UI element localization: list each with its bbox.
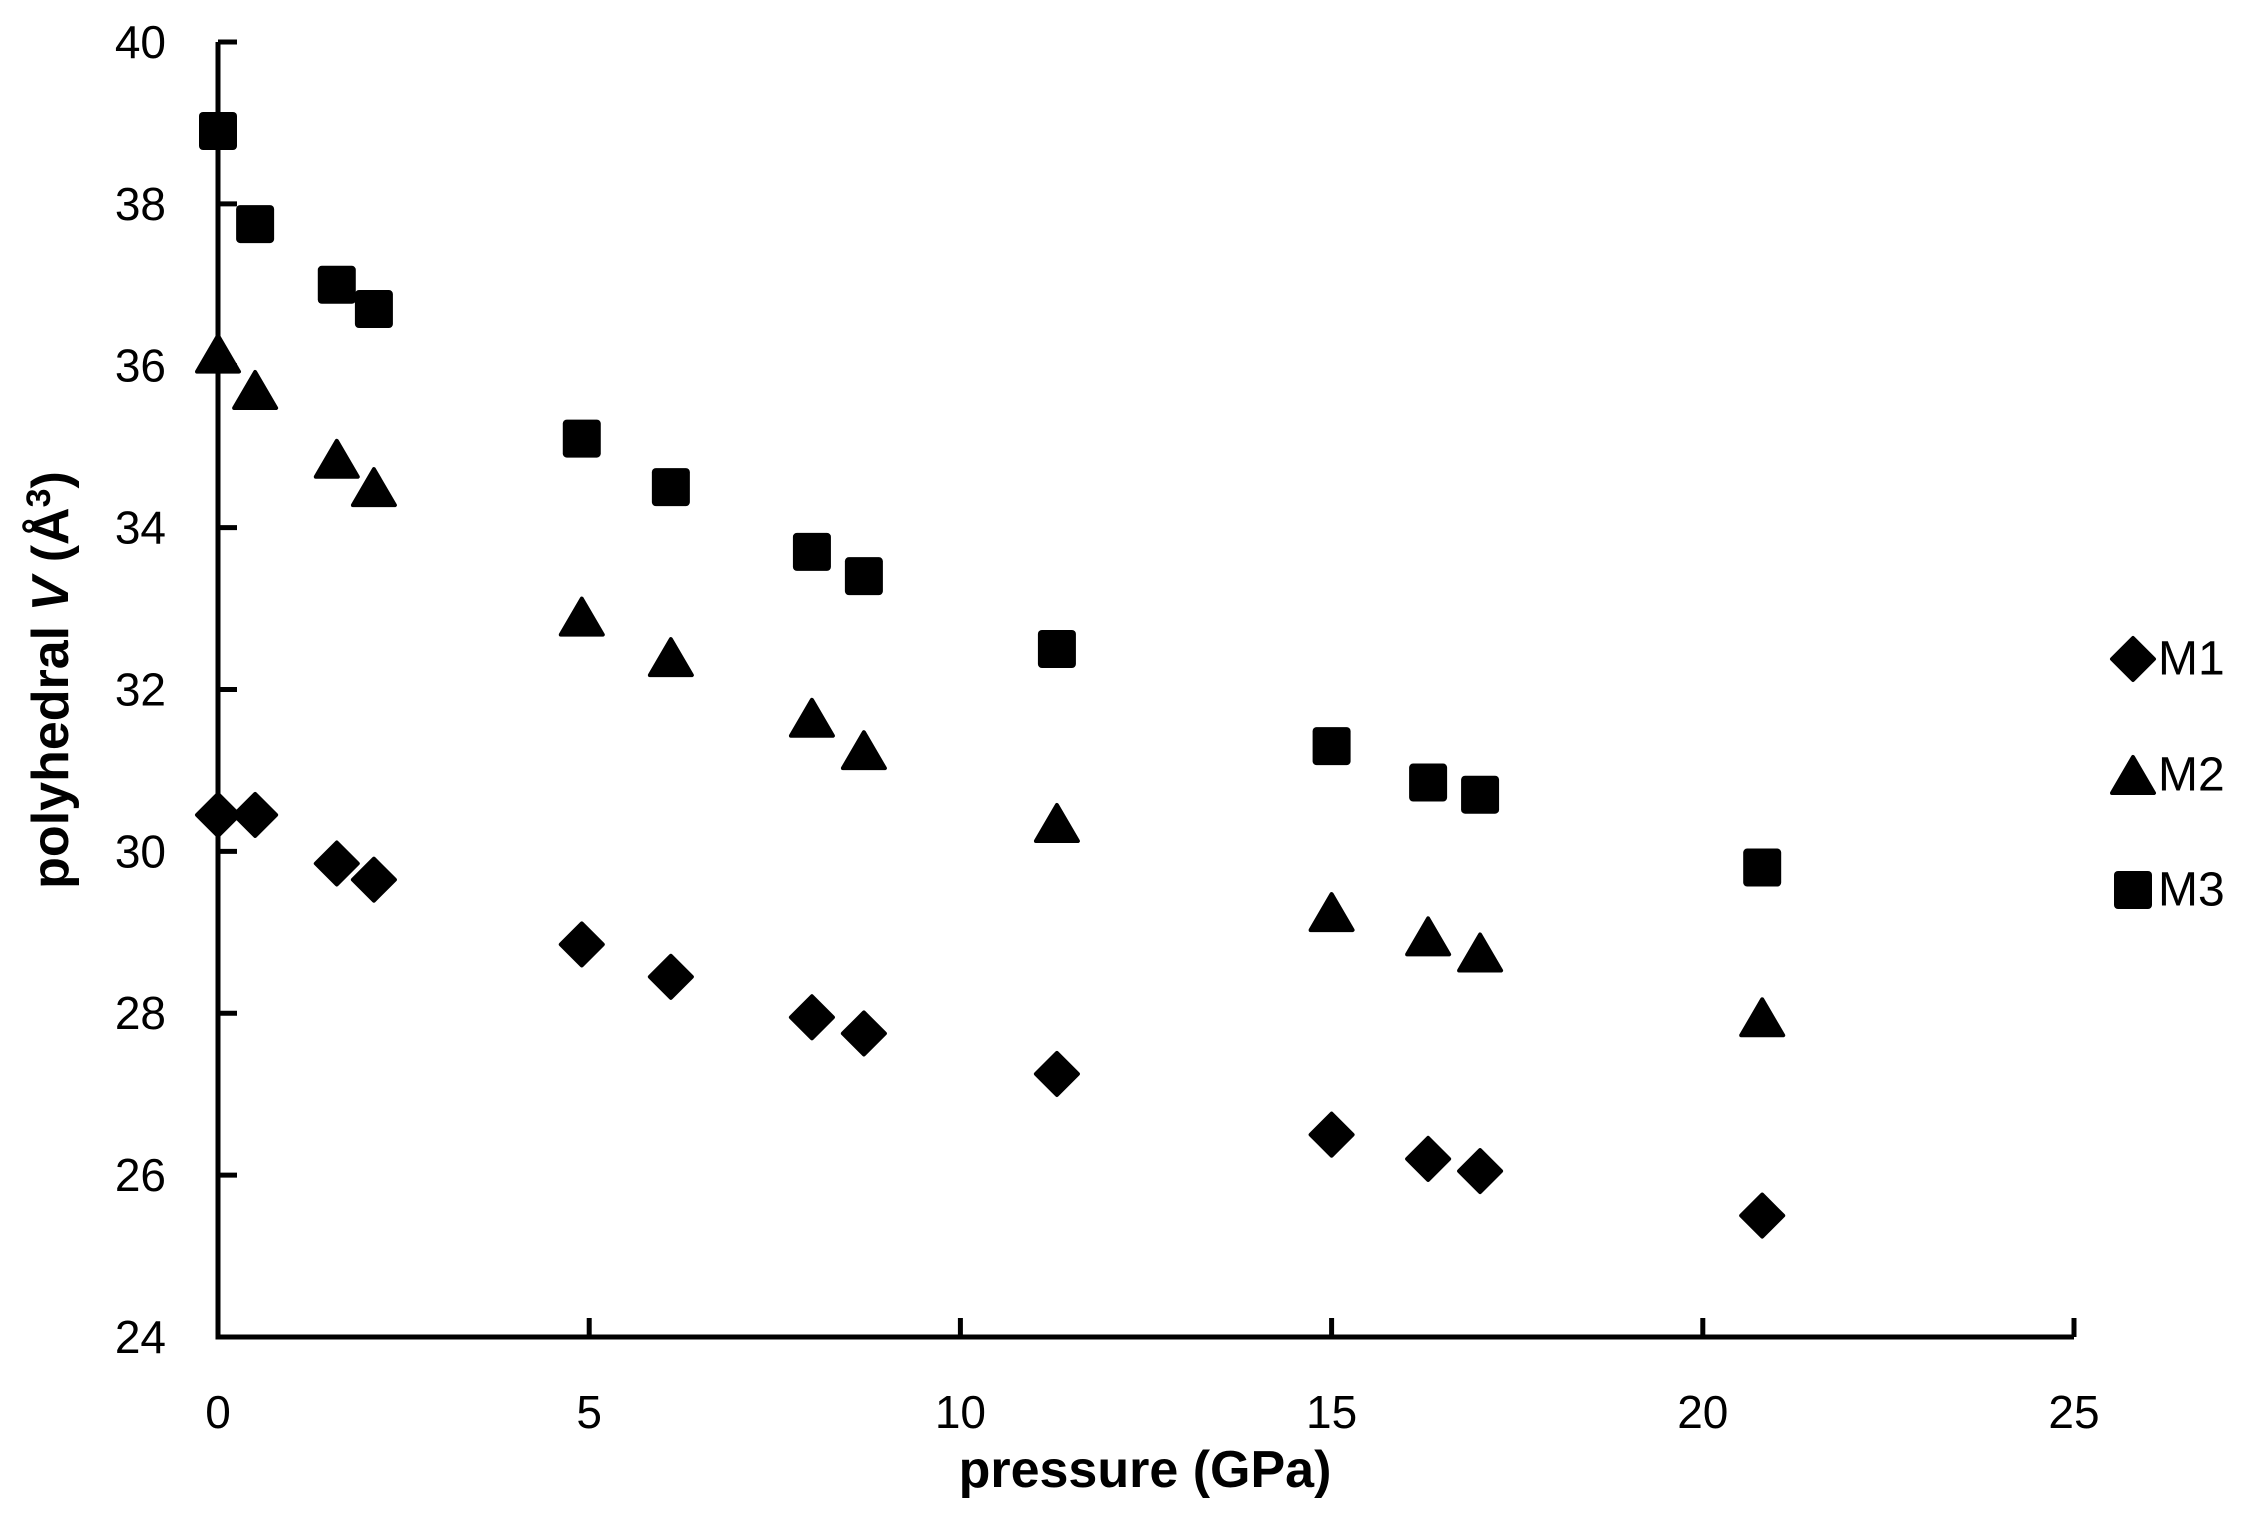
y-tick-label-30: 30: [115, 825, 166, 877]
x-tick-label-0: 0: [205, 1386, 231, 1438]
x-tick-label-5: 5: [576, 1386, 602, 1438]
series-M2-point-10: [1405, 916, 1452, 957]
series-M2-point-11: [1457, 932, 1504, 973]
y-axis-title: polyhedral V (Å3): [20, 471, 80, 889]
series-M3-point-6: [792, 532, 831, 571]
series-M2-point-2: [313, 438, 360, 479]
y-tick-label-38: 38: [115, 178, 166, 230]
x-tick-label-10: 10: [935, 1386, 986, 1438]
series-M3-point-1: [236, 205, 275, 244]
series-M3-point-8: [1037, 630, 1076, 669]
y-tick-label-36: 36: [115, 340, 166, 392]
legend-label-M3: M3: [2158, 864, 2225, 917]
series-M1-point-5: [647, 953, 694, 1000]
series-M3-point-7: [844, 557, 883, 596]
series-M1-point-12: [1739, 1192, 1786, 1239]
series-M3-point-12: [1743, 848, 1782, 887]
series-M2-point-6: [788, 697, 835, 738]
series-M3-point-3: [354, 290, 393, 329]
series-M2-point-5: [647, 637, 694, 678]
series-M1-point-6: [788, 994, 835, 1041]
y-tick-label-40: 40: [115, 16, 166, 68]
series-M3-point-10: [1409, 763, 1448, 802]
series-M1-point-3: [350, 856, 397, 903]
x-axis-title: pressure (GPa): [959, 1441, 1332, 1499]
series-M1-point-7: [840, 1010, 887, 1057]
series-M2-point-3: [350, 467, 397, 508]
series-M3-point-2: [317, 265, 356, 304]
legend-marker-M2: [2110, 755, 2156, 795]
x-tick-label-15: 15: [1306, 1386, 1357, 1438]
series-M1-point-11: [1457, 1148, 1504, 1195]
x-tick-label-20: 20: [1677, 1386, 1728, 1438]
series-M2-point-7: [840, 730, 887, 771]
y-tick-label-24: 24: [115, 1311, 166, 1363]
legend-marker-M3: [2114, 871, 2152, 909]
series-M3-point-5: [651, 468, 690, 507]
legend-label-M1: M1: [2158, 633, 2225, 686]
series-M1-point-1: [232, 791, 279, 838]
series-M3-point-0: [199, 111, 237, 150]
x-tick-label-25: 25: [2048, 1386, 2099, 1438]
series-M1-point-9: [1308, 1111, 1355, 1158]
series-M3-point-4: [562, 419, 601, 458]
series-M2-point-8: [1033, 803, 1080, 844]
series-M1-point-0: [195, 791, 241, 838]
series-M2-point-9: [1308, 892, 1355, 933]
y-tick-label-28: 28: [115, 987, 166, 1039]
series-M2-point-0: [195, 333, 241, 374]
series-M1-point-4: [558, 921, 605, 968]
series-M1-point-8: [1033, 1050, 1080, 1097]
y-tick-label-26: 26: [115, 1149, 166, 1201]
series-M3-point-11: [1461, 775, 1500, 814]
y-tick-label-32: 32: [115, 663, 166, 715]
series-M1-point-2: [313, 840, 360, 887]
legend-label-M2: M2: [2158, 749, 2225, 802]
series-M1-point-10: [1405, 1135, 1452, 1182]
series-M2-point-4: [558, 596, 605, 637]
series-M2-point-1: [232, 370, 279, 411]
legend-marker-M1: [2110, 636, 2156, 682]
y-tick-label-34: 34: [115, 502, 166, 554]
series-M2-point-12: [1739, 997, 1786, 1038]
series-M3-point-9: [1312, 727, 1351, 766]
